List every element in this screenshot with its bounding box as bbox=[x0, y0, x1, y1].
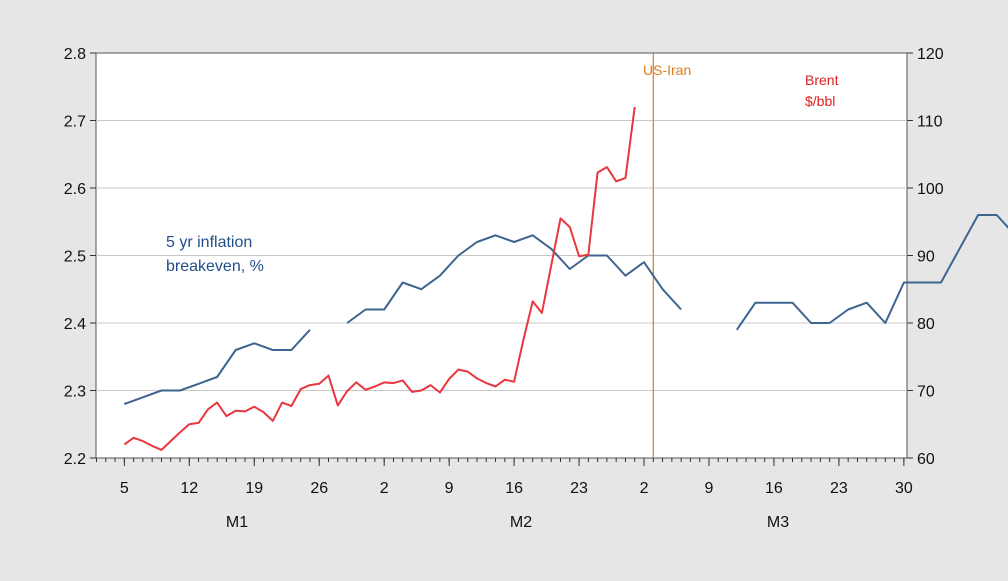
left-tick-label: 2.4 bbox=[64, 316, 86, 333]
left-tick-label: 2.6 bbox=[64, 181, 86, 198]
right-tick-label: 120 bbox=[917, 46, 944, 63]
x-tick-label: 26 bbox=[310, 480, 328, 497]
x-tick-label: 30 bbox=[895, 480, 913, 497]
brent-series-label: Brent $/bbl bbox=[805, 72, 842, 109]
x-tick-label: 9 bbox=[445, 480, 454, 497]
breakeven-line bbox=[735, 214, 1008, 331]
breakeven-line bbox=[123, 329, 311, 405]
breakeven-series-label: 5 yr inflation breakeven, % bbox=[166, 234, 264, 275]
breakeven-label-line-2: breakeven, % bbox=[166, 258, 264, 275]
right-tick-label: 60 bbox=[917, 451, 935, 468]
breakeven-line bbox=[346, 234, 682, 324]
x-tick-label: 16 bbox=[505, 480, 523, 497]
x-tick-label: 2 bbox=[640, 480, 649, 497]
x-tick-label: 12 bbox=[180, 480, 198, 497]
right-tick-label: 90 bbox=[917, 249, 935, 266]
x-month-label: M3 bbox=[767, 514, 789, 531]
gridlines bbox=[96, 120, 907, 391]
x-tick-label: 23 bbox=[570, 480, 588, 497]
left-tick-label: 2.7 bbox=[64, 114, 86, 131]
x-tick-label: 9 bbox=[705, 480, 714, 497]
right-y-axis: 60 70 80 90 100 110 120 bbox=[907, 46, 944, 468]
left-tick-label: 2.8 bbox=[64, 46, 86, 63]
right-tick-label: 80 bbox=[917, 316, 935, 333]
left-tick-label: 2.5 bbox=[64, 249, 86, 266]
left-tick-label: 2.3 bbox=[64, 384, 86, 401]
x-month-label: M2 bbox=[510, 514, 532, 531]
right-tick-label: 70 bbox=[917, 384, 935, 401]
right-tick-label: 100 bbox=[917, 181, 944, 198]
brent-line bbox=[123, 106, 636, 451]
x-tick-label: 19 bbox=[245, 480, 263, 497]
right-tick-label: 110 bbox=[917, 114, 943, 131]
series-layer bbox=[123, 106, 1008, 451]
x-axis: 5 12 19 26 2 9 16 23 2 9 16 23 30 M1 M2 M3 bbox=[96, 458, 913, 531]
x-tick-label: 5 bbox=[120, 480, 129, 497]
brent-label-line-1: Brent bbox=[805, 72, 839, 88]
left-y-axis: 2.2 2.3 2.4 2.5 2.6 2.7 2.8 bbox=[64, 46, 96, 468]
left-tick-label: 2.2 bbox=[64, 451, 86, 468]
x-tick-label: 2 bbox=[380, 480, 389, 497]
x-month-label: M1 bbox=[226, 514, 248, 531]
x-tick-label: 23 bbox=[830, 480, 848, 497]
brent-label-line-2: $/bbl bbox=[805, 93, 835, 109]
breakeven-label-line-1: 5 yr inflation bbox=[166, 234, 252, 251]
x-tick-label: 16 bbox=[765, 480, 783, 497]
event-label: US-Iran bbox=[643, 62, 691, 78]
